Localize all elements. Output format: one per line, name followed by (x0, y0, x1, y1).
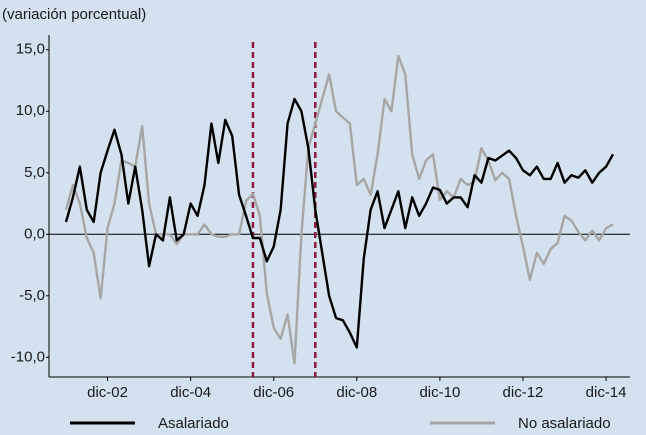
x-tick-label: dic-04 (170, 384, 211, 401)
y-tick-label: 0,0 (24, 225, 45, 242)
series-line (64, 54, 614, 365)
y-tick-label: 10,0 (16, 102, 45, 119)
series-line (64, 97, 615, 349)
x-tick-label: dic-14 (586, 384, 627, 401)
y-tick-label: -5,0 (19, 287, 45, 304)
legend-label: No asalariado (518, 415, 611, 432)
x-tick-label: dic-06 (253, 384, 294, 401)
y-tick-label: -10,0 (11, 348, 45, 365)
y-tick-label: 5,0 (24, 164, 45, 181)
chart-title: (variación porcentual) (2, 6, 146, 23)
y-tick-label: 15,0 (16, 41, 45, 58)
legend-label: Asalariado (158, 415, 229, 432)
x-tick-label: dic-08 (336, 384, 377, 401)
x-tick-label: dic-12 (503, 384, 544, 401)
x-tick-label: dic-02 (87, 384, 128, 401)
x-tick-label: dic-10 (419, 384, 460, 401)
